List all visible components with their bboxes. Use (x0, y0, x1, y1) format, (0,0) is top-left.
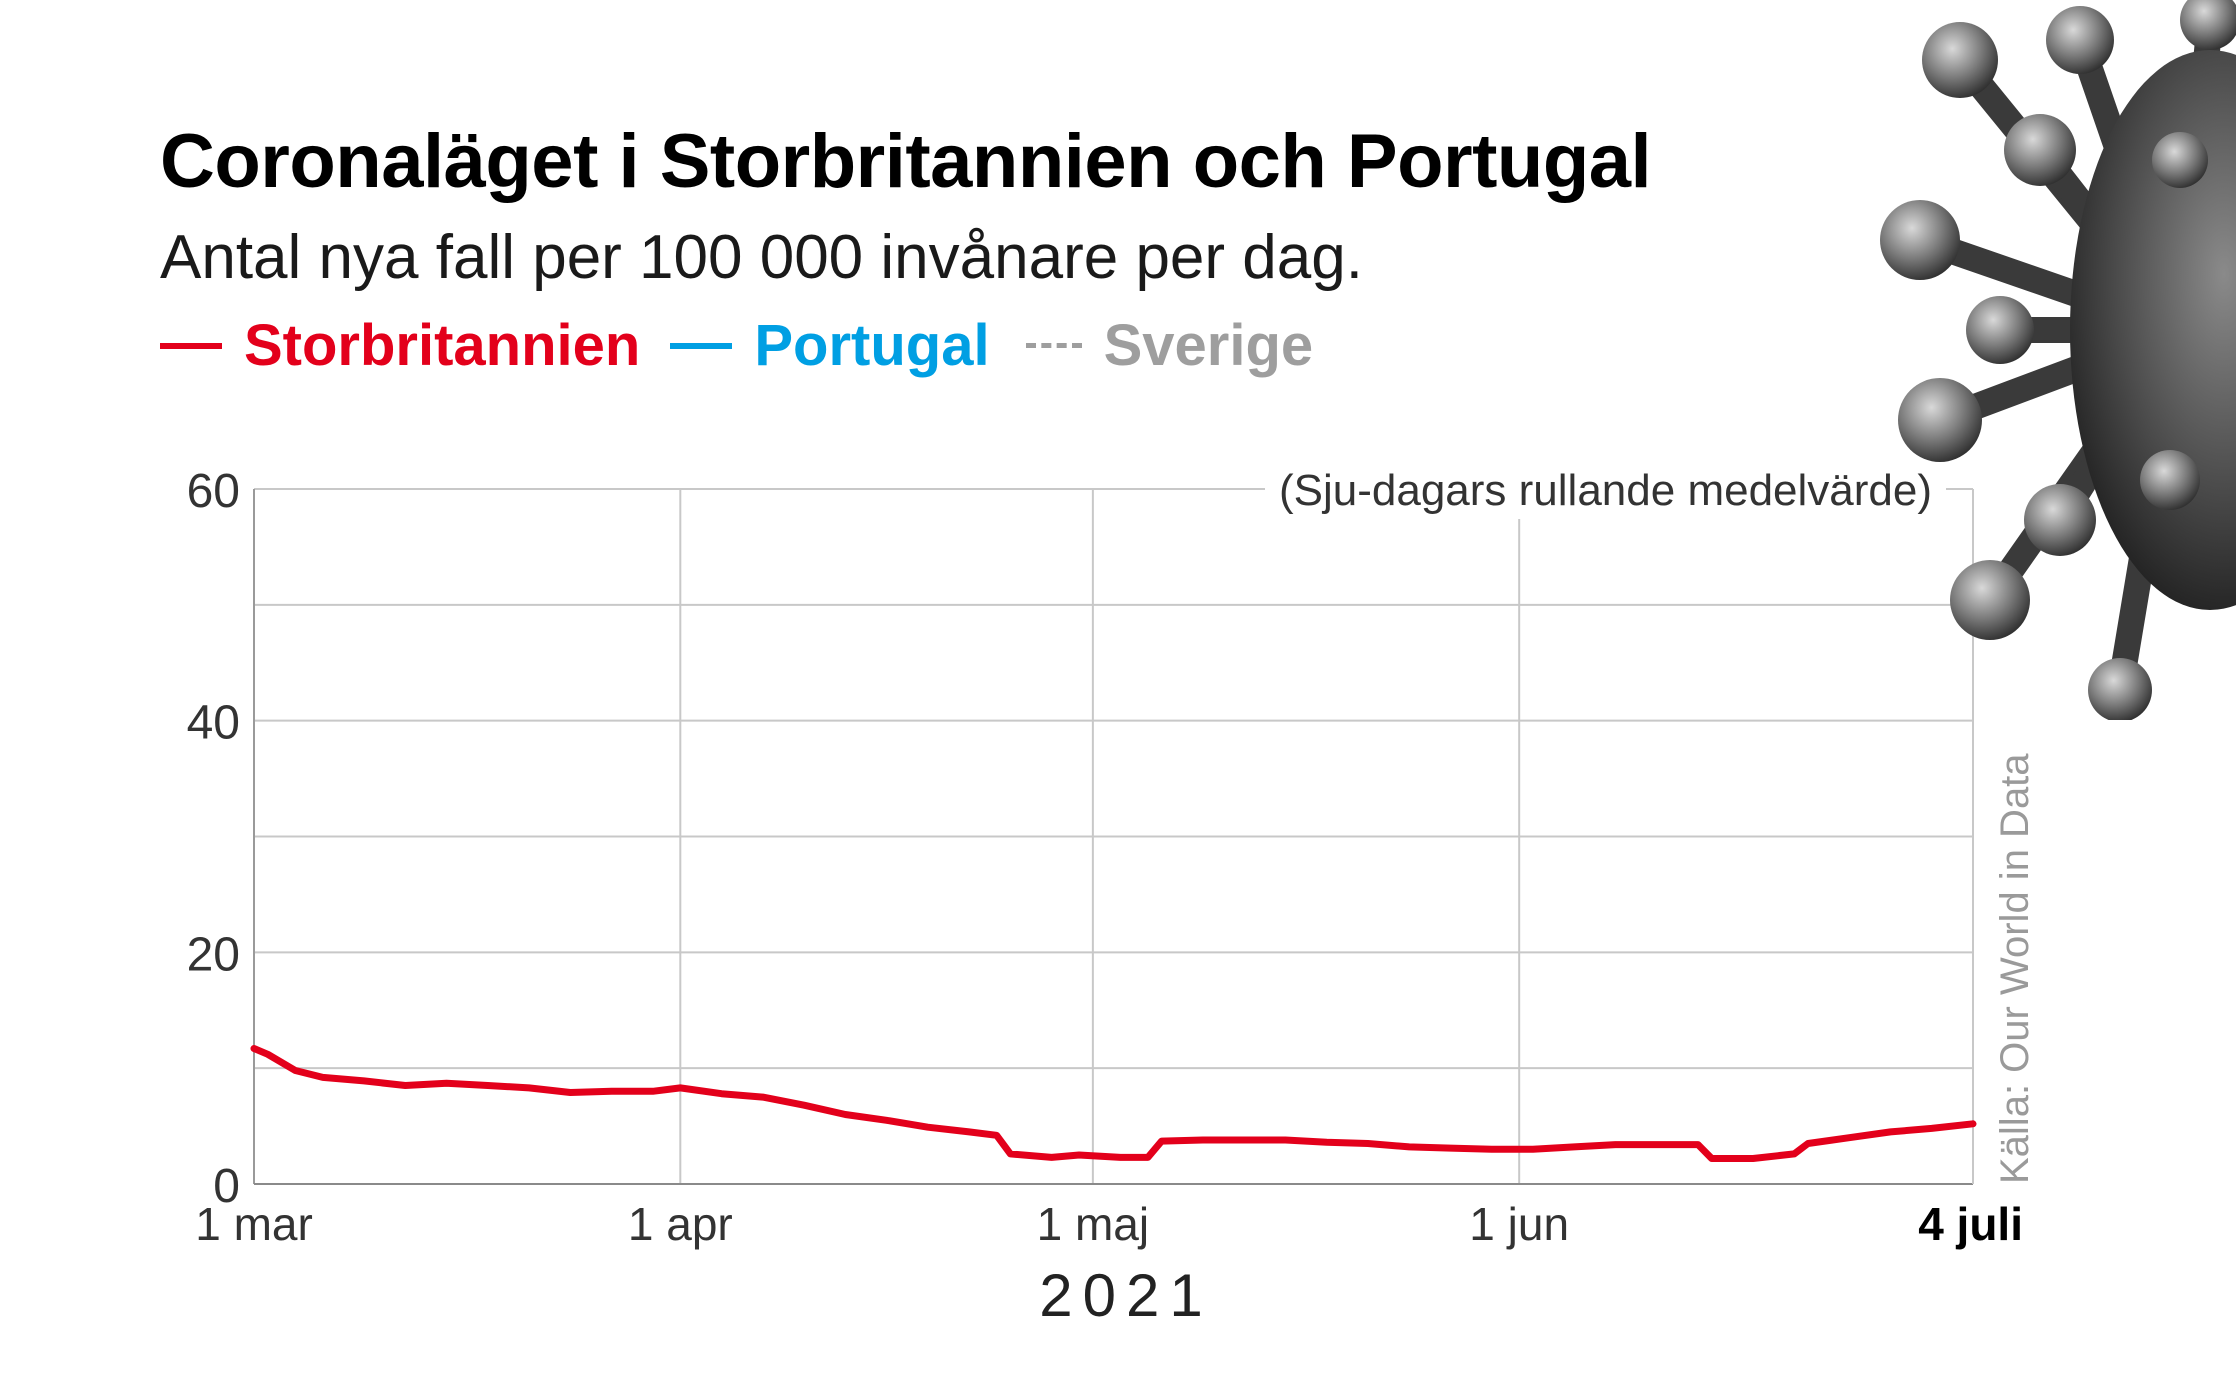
x-tick-label: 1 mar (195, 1198, 313, 1250)
gridlines (254, 488, 1973, 1184)
legend-swatch-storbritannien (160, 342, 222, 349)
source-label: Källa: Our World in Data (1993, 753, 2037, 1184)
legend-item-storbritannien: Storbritannien (160, 312, 640, 379)
x-tick-label: 1 apr (628, 1198, 733, 1250)
x-tick-label: 1 maj (1037, 1198, 1149, 1250)
y-tick-label: 40 (187, 697, 240, 750)
year-label: 2021 (1039, 1262, 1212, 1329)
chart-subtitle: Antal nya fall per 100 000 invånare per … (160, 223, 1363, 292)
rolling-average-note: (Sju-dagars rullande medelvärde) (1279, 466, 1932, 515)
x-tick-label: 4 juli (1918, 1198, 2023, 1250)
legend: Storbritannien Portugal Sverige (160, 312, 1343, 379)
coronavirus-icon (1880, 0, 2236, 720)
series-line-storbritannien (250, 1045, 1977, 1162)
y-tick-label: 0 (213, 1160, 240, 1213)
legend-swatch-sverige (1025, 343, 1082, 348)
note-background (1265, 462, 1946, 519)
legend-swatch-portugal (670, 342, 733, 349)
legend-label-storbritannien: Storbritannien (244, 313, 641, 378)
x-tick-label: 1 jun (1469, 1198, 1569, 1250)
y-tick-label: 60 (187, 465, 240, 518)
y-tick-label: 20 (187, 928, 240, 981)
legend-item-sverige: Sverige (1020, 312, 1314, 379)
legend-label-portugal: Portugal (754, 313, 990, 378)
legend-item-portugal: Portugal (670, 312, 990, 379)
chart-title: Coronaläget i Storbritannien och Portuga… (160, 119, 1652, 204)
axis-labels: 0 20 40 60 1 mar 1 apr 1 maj 1 jun 4 juli 2021 (Sj… (187, 462, 2037, 1329)
legend-label-sverige: Sverige (1103, 313, 1314, 378)
series-lines (250, 1045, 1977, 1162)
